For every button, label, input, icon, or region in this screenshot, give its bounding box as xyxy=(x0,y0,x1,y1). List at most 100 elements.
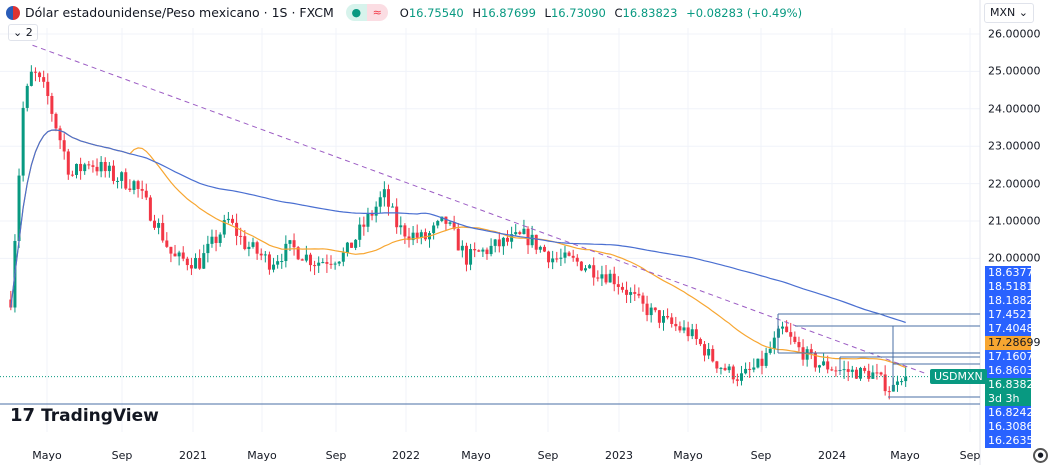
candle-body xyxy=(887,391,891,393)
candle-body xyxy=(255,242,259,254)
candle-body xyxy=(267,254,271,270)
candle-body xyxy=(399,225,403,228)
time-axis-label: Mayo xyxy=(673,449,703,462)
candle-body xyxy=(637,293,641,296)
candle-body xyxy=(612,273,616,285)
candle-body xyxy=(103,161,107,172)
collapse-indicators-button[interactable]: ⌄ 2 xyxy=(8,24,38,41)
candle-body xyxy=(859,367,863,379)
candle-body xyxy=(29,71,33,86)
price-tag: 16.82427 xyxy=(985,406,1041,420)
candle-body xyxy=(419,232,423,238)
candle-body xyxy=(506,237,510,242)
candle-body xyxy=(686,327,690,337)
candle-body xyxy=(522,228,526,235)
price-tag: 18.63776 xyxy=(985,266,1041,280)
candle-body xyxy=(75,163,79,175)
candle-body xyxy=(83,164,87,172)
candle-body xyxy=(883,374,887,392)
candle-body xyxy=(128,188,132,190)
candle-body xyxy=(66,151,70,175)
price-tag-value: 16.82427 xyxy=(988,406,1041,419)
settings-gear-icon[interactable]: ● xyxy=(1033,448,1048,463)
candle-body xyxy=(477,250,481,252)
currency-select[interactable]: MXN ⌄ xyxy=(984,3,1034,23)
candle-body xyxy=(900,381,904,383)
candle-body xyxy=(596,277,600,279)
time-axis-label: 2024 xyxy=(818,449,846,462)
time-axis-label: Sep xyxy=(325,449,347,462)
candle-body xyxy=(875,372,879,374)
candle-body xyxy=(292,240,296,248)
trendline xyxy=(32,44,929,375)
candle-body xyxy=(132,181,136,190)
candle-body xyxy=(366,213,370,227)
candle-body xyxy=(538,246,542,250)
candle-body xyxy=(653,307,657,311)
candle-body xyxy=(272,264,276,270)
candle-body xyxy=(38,72,42,78)
candle-body xyxy=(21,107,25,176)
ohlc-values: O16.75540 H16.87699 L16.73090 C16.83823 … xyxy=(399,5,803,20)
candle-body xyxy=(350,242,354,248)
time-axis-label: Sep xyxy=(750,449,772,462)
price-tag-value: 18.18820 xyxy=(988,294,1041,307)
symbol-price-tag: USDMXN xyxy=(930,369,987,384)
candle-body xyxy=(391,206,395,208)
candle-body xyxy=(374,206,378,216)
candle-body xyxy=(436,220,440,226)
moving-average-slow xyxy=(10,129,906,324)
candle-body xyxy=(625,289,629,295)
candle-body xyxy=(259,253,263,256)
price-axis-label: 26.00000 xyxy=(988,27,1041,41)
price-tag-value: 17.16078 xyxy=(988,350,1041,363)
candle-body xyxy=(440,216,444,221)
candle-body xyxy=(473,249,477,251)
price-tag-value: 16.86030 xyxy=(988,364,1041,377)
candle-body xyxy=(715,361,719,369)
candle-body xyxy=(678,326,682,331)
candle-body xyxy=(46,81,50,96)
candle-body xyxy=(711,348,715,362)
candle-body xyxy=(386,189,390,207)
market-open-icon: ● xyxy=(345,4,367,21)
candle-body xyxy=(448,222,452,224)
candle-body xyxy=(694,329,698,340)
price-tag: 16.26353 xyxy=(985,434,1041,448)
candle-body xyxy=(661,315,665,323)
candle-body xyxy=(362,224,366,227)
candle-body xyxy=(526,228,530,246)
candle-body xyxy=(793,336,797,343)
candle-body xyxy=(555,258,559,260)
candle-body xyxy=(510,234,514,242)
candle-body xyxy=(161,223,165,241)
status-pill[interactable]: ● ≈ xyxy=(345,4,388,21)
price-tag-value: 17.45215 xyxy=(988,308,1041,321)
candle-body xyxy=(411,232,415,241)
candle-body xyxy=(867,370,871,379)
candle-body xyxy=(904,376,908,382)
price-tag-value: 17.28699 xyxy=(988,336,1041,349)
symbol-title[interactable]: Dólar estadounidense/Peso mexicano · 1S … xyxy=(25,5,334,20)
candle-body xyxy=(370,213,374,216)
candle-body xyxy=(432,225,436,234)
candle-body xyxy=(124,172,128,189)
candle-body xyxy=(120,172,124,181)
candle-body xyxy=(518,232,522,235)
candle-body xyxy=(748,368,752,370)
price-tag: 17.28699 xyxy=(985,336,1041,350)
candle-body xyxy=(842,369,846,371)
candle-body xyxy=(809,349,813,354)
candle-body xyxy=(263,254,267,256)
price-tag-value: 18.63776 xyxy=(988,266,1041,279)
time-axis-label: 2023 xyxy=(605,449,633,462)
price-axis-label: 22.00000 xyxy=(988,177,1041,191)
tradingview-logo[interactable]: 𝟭𝟳 TradingView xyxy=(10,405,159,426)
candle-body xyxy=(481,249,485,252)
candle-body xyxy=(895,381,899,385)
candle-body xyxy=(575,257,579,262)
candle-body xyxy=(189,265,193,269)
candle-body xyxy=(329,263,333,265)
candle-body xyxy=(42,77,46,82)
